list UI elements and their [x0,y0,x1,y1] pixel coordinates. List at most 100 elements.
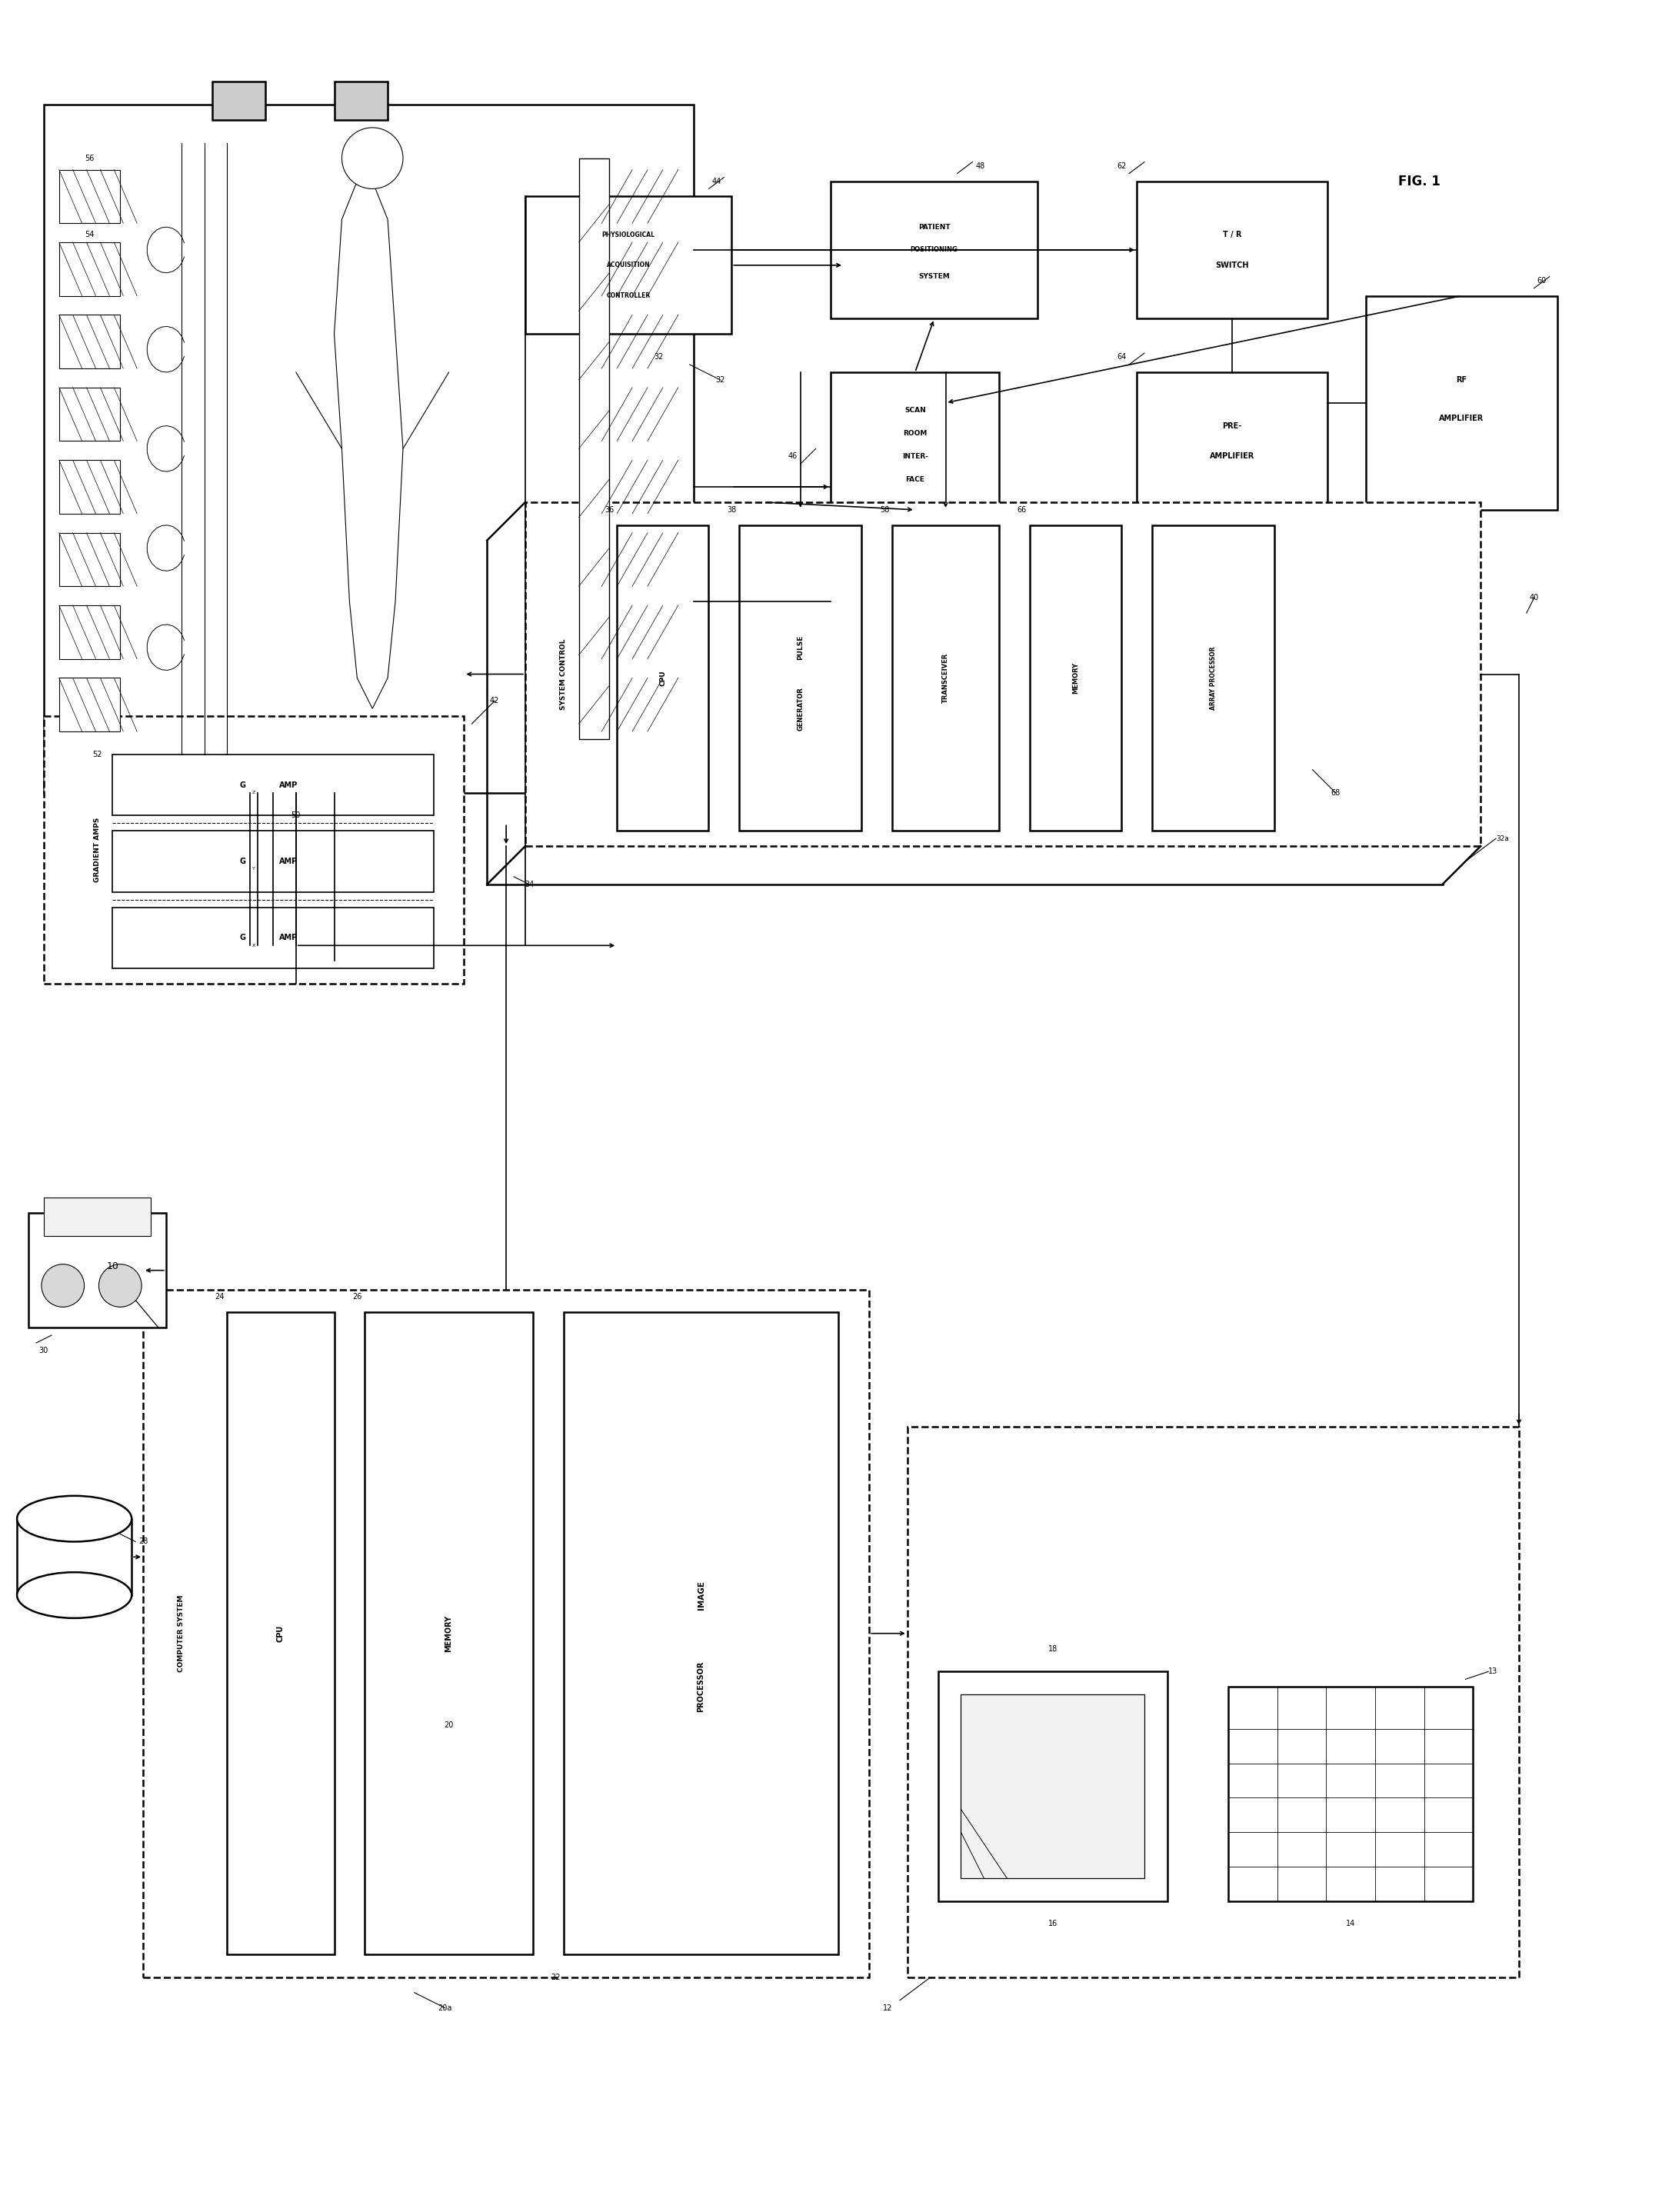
Bar [60,677,120,732]
Text: SWITCH: SWITCH [1215,261,1248,270]
Bar [334,82,387,119]
Bar [525,502,1481,847]
Circle shape [98,1265,141,1307]
Text: 38: 38 [726,507,736,513]
Bar [113,907,434,969]
Bar [617,524,708,832]
Bar [907,1427,1519,1978]
Text: GRADIENT AMPS: GRADIENT AMPS [93,818,101,883]
Text: 66: 66 [1017,507,1027,513]
Text: 44: 44 [711,177,721,186]
Ellipse shape [17,1495,131,1542]
Text: AMPLIFIER: AMPLIFIER [1439,414,1484,422]
Text: 54: 54 [85,230,95,239]
Text: 12: 12 [883,2004,892,2011]
Text: CPU: CPU [660,670,666,686]
Text: 36: 36 [605,507,613,513]
Bar [143,1290,869,1978]
Text: SYSTEM: SYSTEM [919,274,951,281]
Text: 13: 13 [1487,1668,1497,1674]
Text: 20: 20 [444,1721,454,1730]
Bar [60,243,120,296]
Bar [563,1312,839,1955]
Text: 52: 52 [93,750,101,759]
Text: FACE: FACE [906,476,924,482]
Text: G: G [239,781,246,790]
Circle shape [42,1265,85,1307]
Text: PATIENT: PATIENT [917,223,951,230]
Text: CONTROLLER: CONTROLLER [607,292,650,299]
Polygon shape [334,181,402,708]
Text: SCAN: SCAN [904,407,926,414]
Text: AMP: AMP [279,858,297,865]
Text: 32: 32 [715,376,725,383]
Bar [740,524,861,832]
Circle shape [342,128,402,188]
Text: FIG. 1: FIG. 1 [1398,175,1441,188]
Text: CPU: CPU [278,1626,284,1641]
Text: PULSE: PULSE [798,635,804,659]
Text: 32: 32 [655,354,663,361]
Text: 34: 34 [525,880,534,889]
Text: AMP: AMP [279,933,297,942]
Text: AMPLIFIER: AMPLIFIER [1210,453,1255,460]
Bar [364,1312,534,1955]
Text: 58: 58 [879,507,889,513]
Bar [60,460,120,513]
Bar [60,606,120,659]
Text: Z: Z [253,790,256,794]
Text: 22: 22 [552,1973,560,1982]
Text: 26: 26 [352,1294,362,1301]
Text: PROCESSOR: PROCESSOR [698,1661,705,1712]
Text: 68: 68 [1331,790,1340,796]
Bar [28,1212,166,1327]
Text: ARRAY PROCESSOR: ARRAY PROCESSOR [1210,646,1217,710]
Bar [1030,524,1122,832]
Text: 32a: 32a [1496,834,1509,843]
Bar [1366,296,1557,509]
Bar [831,372,999,509]
Bar [113,754,434,816]
Text: AMP: AMP [279,781,297,790]
Text: 40: 40 [1529,593,1539,602]
Bar [60,170,120,223]
Text: ACQUISITION: ACQUISITION [607,261,650,268]
Bar [113,832,434,891]
Bar [60,387,120,440]
Text: RF: RF [1456,376,1468,383]
Text: 18: 18 [1049,1646,1057,1652]
Text: PRE-: PRE- [1223,422,1242,429]
Text: 62: 62 [1117,161,1127,170]
Ellipse shape [17,1573,131,1619]
Text: 30: 30 [38,1347,48,1354]
Text: GENERATOR: GENERATOR [798,686,804,730]
Text: 20a: 20a [439,2004,452,2011]
Bar [43,717,464,984]
Text: MEMORY: MEMORY [1072,661,1079,695]
Text: 28: 28 [138,1537,148,1546]
Text: 14: 14 [1346,1920,1356,1927]
Text: PHYSIOLOGICAL: PHYSIOLOGICAL [602,232,655,239]
Bar [525,197,731,334]
Text: G: G [239,933,246,942]
Text: 56: 56 [85,155,95,161]
Text: 50: 50 [291,812,301,818]
Text: 46: 46 [788,453,798,460]
Text: COMPUTER SYSTEM: COMPUTER SYSTEM [178,1595,184,1672]
Text: POSITIONING: POSITIONING [911,246,957,254]
Text: 48: 48 [976,161,986,170]
Text: 24: 24 [214,1294,224,1301]
Text: Y: Y [253,867,256,872]
Bar [60,533,120,586]
Text: 10: 10 [106,1261,118,1272]
Bar [1228,1688,1473,1900]
Text: 64: 64 [1117,354,1127,361]
Bar [43,104,693,792]
Text: 60: 60 [1537,276,1547,285]
Bar [892,524,999,832]
Bar [578,159,610,739]
Bar [228,1312,334,1955]
Bar [1152,524,1275,832]
Bar [1137,372,1328,509]
Text: T / R: T / R [1223,230,1242,239]
